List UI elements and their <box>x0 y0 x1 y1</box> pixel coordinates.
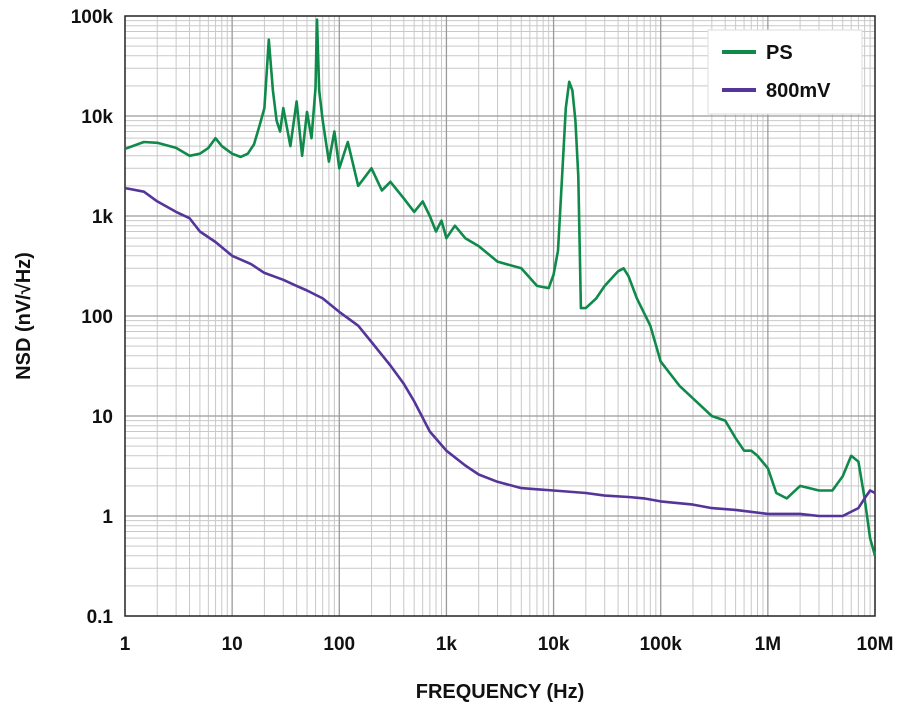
grid-major-lines <box>125 16 875 616</box>
series-layer <box>124 18 877 557</box>
y-tick-label: 0.1 <box>87 607 114 628</box>
x-tick-labels: 1 10 100 1k 10k 100k 1M 10M <box>120 634 894 655</box>
y-axis-title: NSD (nV/√Hz) <box>13 252 35 380</box>
x-tick-label: 10k <box>538 634 570 655</box>
x-tick-label: 1M <box>755 634 781 655</box>
legend: PS 800mV <box>707 29 863 115</box>
y-tick-label: 1k <box>92 207 114 228</box>
y-tick-label: 10 <box>92 407 113 428</box>
x-tick-label: 1k <box>436 634 458 655</box>
x-tick-label: 100k <box>640 634 683 655</box>
x-tick-label: 10 <box>222 634 243 655</box>
y-tick-label: 10k <box>81 107 113 128</box>
legend-box <box>707 29 863 115</box>
legend-label-ps: PS <box>766 42 793 64</box>
legend-label-800mv: 800mV <box>766 80 831 102</box>
x-tick-label: 100 <box>323 634 355 655</box>
x-axis-title: FREQUENCY (Hz) <box>416 681 585 703</box>
series-line-ps <box>124 18 877 557</box>
y-tick-label: 100k <box>71 7 114 28</box>
plot-frame <box>124 15 876 617</box>
y-tick-label: 1 <box>102 507 113 528</box>
y-tick-label: 100 <box>81 307 113 328</box>
y-tick-labels: 100k 10k 1k 100 10 1 0.1 <box>71 7 114 628</box>
x-tick-label: 10M <box>857 634 894 655</box>
x-tick-label: 1 <box>120 634 131 655</box>
series-line-800mv <box>124 186 876 518</box>
